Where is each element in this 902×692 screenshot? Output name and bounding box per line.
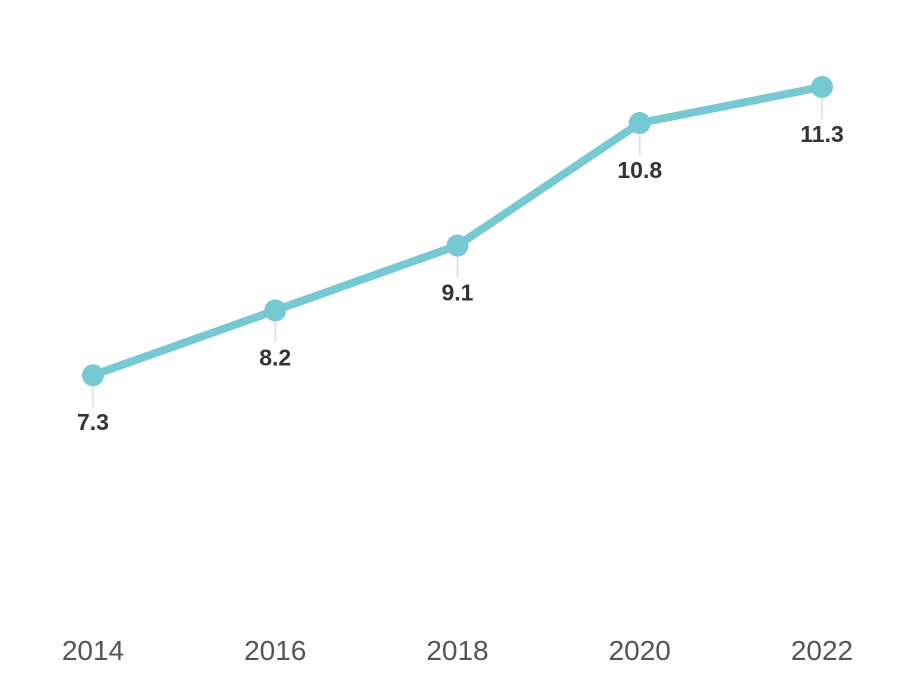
x-axis-tick-labels: 2014 2016 2018 2020 2022 (62, 635, 853, 666)
x-tick-label-2016: 2016 (244, 635, 306, 666)
data-label-2018: 9.1 (442, 280, 474, 306)
data-labels: 7.3 8.2 9.1 10.8 11.3 (77, 121, 844, 435)
x-tick-label-2018: 2018 (426, 635, 488, 666)
data-point-2018[interactable] (446, 234, 469, 257)
data-label-2020: 10.8 (617, 157, 662, 183)
data-label-2016: 8.2 (259, 344, 291, 370)
data-label-2014: 7.3 (77, 409, 109, 435)
data-point-2022[interactable] (811, 76, 833, 99)
data-points (82, 76, 833, 387)
x-tick-label-2014: 2014 (62, 635, 124, 666)
leader-lines (92, 95, 823, 408)
data-point-2020[interactable] (628, 112, 651, 135)
data-label-2022: 11.3 (800, 121, 844, 147)
series-line (89, 83, 826, 380)
x-tick-label-2022: 2022 (791, 635, 853, 666)
x-tick-label-2020: 2020 (609, 635, 671, 666)
series-line-group (89, 83, 826, 380)
data-point-2016[interactable] (264, 299, 287, 322)
data-point-2014[interactable] (82, 364, 104, 387)
